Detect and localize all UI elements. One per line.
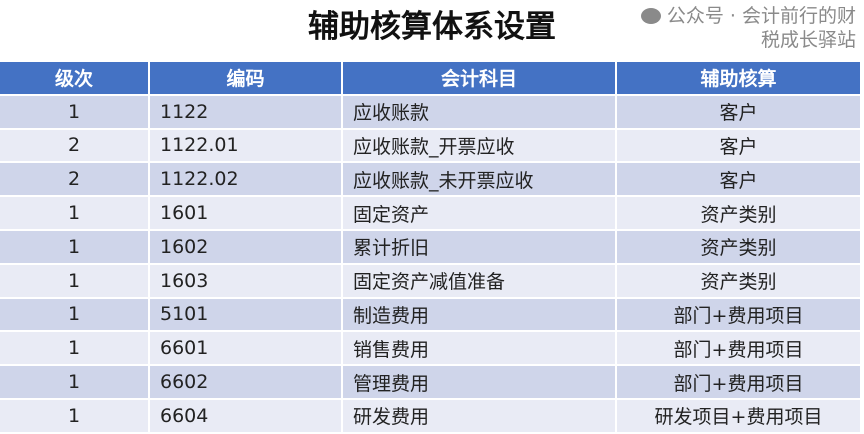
table-header: 级次 编码 会计科目 辅助核算 [0, 62, 860, 94]
cell-code: 1601 [150, 197, 341, 229]
column-header-level: 级次 [0, 62, 148, 94]
cell-auxiliary: 部门+费用项目 [617, 332, 860, 365]
cell-account: 制造费用 [343, 298, 615, 331]
cell-code: 6601 [150, 332, 341, 365]
table-row: 1 1603 固定资产减值准备 资产类别 [0, 264, 860, 297]
cell-level: 2 [0, 163, 148, 196]
cell-level: 1 [0, 197, 148, 229]
cell-level: 1 [0, 230, 148, 263]
page-title: 辅助核算体系设置 [308, 9, 556, 45]
cell-code: 1122.01 [150, 129, 341, 162]
cell-account: 销售费用 [343, 332, 615, 365]
column-header-account: 会计科目 [343, 62, 615, 94]
cell-auxiliary: 资产类别 [617, 230, 860, 263]
table-row: 1 1601 固定资产 资产类别 [0, 197, 860, 229]
cell-code: 1603 [150, 264, 341, 297]
cell-auxiliary: 研发项目+费用项目 [617, 399, 860, 432]
table-row: 1 6601 销售费用 部门+费用项目 [0, 332, 860, 365]
table-row: 2 1122.02 应收账款_未开票应收 客户 [0, 163, 860, 196]
auxiliary-accounting-table: 级次 编码 会计科目 辅助核算 1 1122 应收账款 客户 2 1122.01 应收账款_… [0, 60, 862, 434]
cell-code: 6604 [150, 399, 341, 432]
cell-level: 1 [0, 95, 148, 128]
table-row: 1 6602 管理费用 部门+费用项目 [0, 366, 860, 398]
cell-account: 累计折旧 [343, 230, 615, 263]
table-row: 1 1122 应收账款 客户 [0, 95, 860, 128]
cell-code: 1122 [150, 95, 341, 128]
cell-level: 2 [0, 129, 148, 162]
cell-code: 1602 [150, 230, 341, 263]
cell-level: 1 [0, 399, 148, 432]
cell-code: 6602 [150, 366, 341, 398]
column-header-code: 编码 [150, 62, 341, 94]
cell-account: 应收账款_未开票应收 [343, 163, 615, 196]
table-row: 1 6604 研发费用 研发项目+费用项目 [0, 399, 860, 432]
watermark-text: 公众号 · 会计前行的财税成长驿站 [666, 5, 856, 51]
cell-auxiliary: 部门+费用项目 [617, 298, 860, 331]
cell-account: 研发费用 [343, 399, 615, 432]
cell-account: 应收账款 [343, 95, 615, 128]
table-row: 2 1122.01 应收账款_开票应收 客户 [0, 129, 860, 162]
cell-code: 1122.02 [150, 163, 341, 196]
watermark: 公众号 · 会计前行的财税成长驿站 [626, 4, 856, 52]
cell-code: 5101 [150, 298, 341, 331]
wechat-icon [640, 8, 661, 24]
cell-level: 1 [0, 298, 148, 331]
cell-auxiliary: 部门+费用项目 [617, 366, 860, 398]
cell-auxiliary: 客户 [617, 163, 860, 196]
cell-level: 1 [0, 264, 148, 297]
cell-level: 1 [0, 366, 148, 398]
cell-auxiliary: 资产类别 [617, 264, 860, 297]
cell-auxiliary: 客户 [617, 129, 860, 162]
cell-account: 固定资产减值准备 [343, 264, 615, 297]
cell-account: 管理费用 [343, 366, 615, 398]
cell-auxiliary: 资产类别 [617, 197, 860, 229]
cell-account: 固定资产 [343, 197, 615, 229]
cell-level: 1 [0, 332, 148, 365]
column-header-auxiliary: 辅助核算 [617, 62, 860, 94]
table-row: 1 5101 制造费用 部门+费用项目 [0, 298, 860, 331]
cell-auxiliary: 客户 [617, 95, 860, 128]
cell-account: 应收账款_开票应收 [343, 129, 615, 162]
table-row: 1 1602 累计折旧 资产类别 [0, 230, 860, 263]
